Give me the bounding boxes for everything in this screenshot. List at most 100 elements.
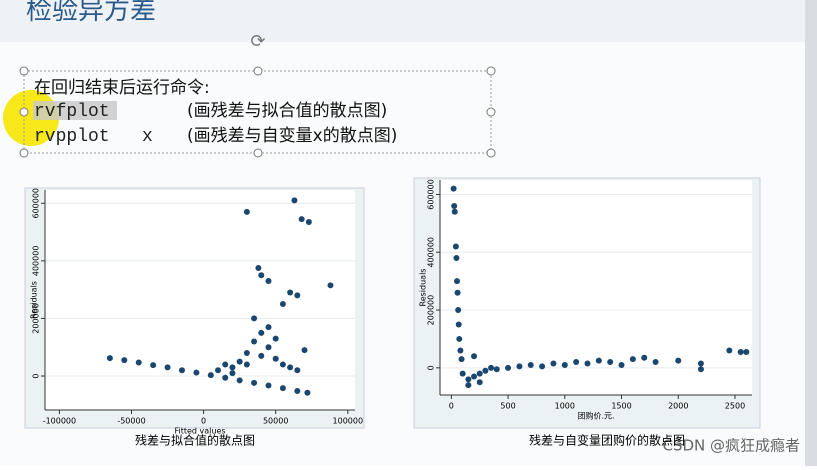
- point: [258, 272, 265, 279]
- point: [255, 265, 262, 272]
- point: [697, 366, 704, 373]
- point: [561, 361, 568, 368]
- point: [265, 382, 272, 389]
- y-tick-label: 200000: [427, 295, 436, 326]
- point: [527, 361, 534, 368]
- textbox-intro: 在回归结束后运行命令:: [34, 78, 210, 98]
- x-tick-label: 500: [500, 402, 515, 411]
- command-note: (画残差与自变量x的散点图): [187, 126, 397, 146]
- point: [452, 243, 459, 250]
- point: [150, 362, 157, 369]
- y-tick-label: 400000: [32, 246, 41, 277]
- point: [279, 361, 286, 368]
- point: [251, 338, 258, 345]
- point: [476, 379, 483, 386]
- point: [294, 367, 301, 374]
- chart-caption: 残差与自变量团购价的散点图: [529, 433, 685, 448]
- point: [455, 307, 462, 314]
- point: [726, 347, 733, 354]
- point: [505, 364, 512, 371]
- point: [471, 353, 478, 360]
- point: [294, 292, 301, 299]
- x-tick-label: -50000: [117, 417, 145, 426]
- point: [488, 364, 495, 371]
- point: [272, 355, 279, 362]
- point: [258, 352, 265, 359]
- y-axis-title: Residuals: [30, 281, 39, 319]
- point: [229, 370, 236, 377]
- plot-area: [440, 180, 752, 395]
- y-tick-label: 400000: [427, 237, 436, 268]
- point: [465, 382, 472, 389]
- point: [450, 185, 457, 192]
- command-code: rvfplot: [34, 102, 110, 122]
- point: [453, 255, 460, 262]
- point: [265, 277, 272, 284]
- y-tick-label: 600000: [427, 179, 436, 210]
- point: [272, 335, 279, 342]
- point: [454, 289, 461, 296]
- y-tick-label: 0: [427, 365, 436, 370]
- x-tick-label: 100000: [333, 417, 364, 426]
- point: [193, 369, 200, 376]
- point: [550, 360, 557, 367]
- point: [291, 197, 298, 204]
- x-axis-title: 团购价.元.: [577, 411, 614, 421]
- point: [539, 363, 546, 370]
- point: [178, 367, 185, 374]
- point: [298, 216, 305, 223]
- point: [476, 370, 483, 377]
- plot-area: [45, 190, 355, 410]
- y-tick-label: 0: [32, 373, 41, 378]
- y-tick-label: 600000: [32, 188, 41, 219]
- point: [457, 347, 464, 354]
- point: [471, 373, 478, 380]
- x-tick-label: -100000: [43, 417, 76, 426]
- x-tick-label: 1000: [555, 402, 575, 411]
- point: [301, 347, 308, 354]
- point: [675, 357, 682, 364]
- scroll-edge: [805, 0, 817, 466]
- x-tick-label: 1500: [611, 402, 631, 411]
- point: [265, 344, 272, 351]
- point: [243, 361, 250, 368]
- point: [305, 218, 312, 225]
- point: [243, 208, 250, 215]
- point: [327, 282, 334, 289]
- point: [458, 356, 465, 363]
- y-axis-title: Residuals: [419, 269, 428, 307]
- point: [573, 359, 580, 366]
- x-tick-label: 0: [201, 417, 206, 426]
- point: [279, 301, 286, 308]
- point: [459, 370, 466, 377]
- x-axis-title: Fitted values: [174, 427, 225, 436]
- point: [455, 321, 462, 328]
- point: [236, 377, 243, 384]
- point: [737, 348, 744, 355]
- point: [287, 364, 294, 371]
- rotate-handle[interactable]: ⟳: [250, 31, 265, 52]
- point: [607, 359, 614, 366]
- point: [251, 315, 258, 322]
- slide-title: 检验异方差: [26, 0, 156, 26]
- point: [229, 364, 236, 371]
- point: [456, 335, 463, 342]
- point: [265, 324, 272, 331]
- point: [618, 361, 625, 368]
- y-tick-label: 200000: [32, 303, 41, 334]
- point: [236, 358, 243, 365]
- command-code: rvpplot x: [34, 127, 153, 147]
- point: [493, 366, 500, 373]
- point: [304, 389, 311, 396]
- handles: [19, 66, 496, 158]
- point: [629, 356, 636, 363]
- title-band: [0, 0, 817, 42]
- point: [454, 278, 461, 285]
- point: [135, 359, 142, 366]
- point: [121, 357, 128, 364]
- point: [215, 367, 222, 374]
- point: [743, 348, 750, 355]
- chart-caption: 残差与拟合值的散点图: [135, 433, 255, 448]
- watermark: CSDN @疯狂成瘾者: [662, 437, 800, 455]
